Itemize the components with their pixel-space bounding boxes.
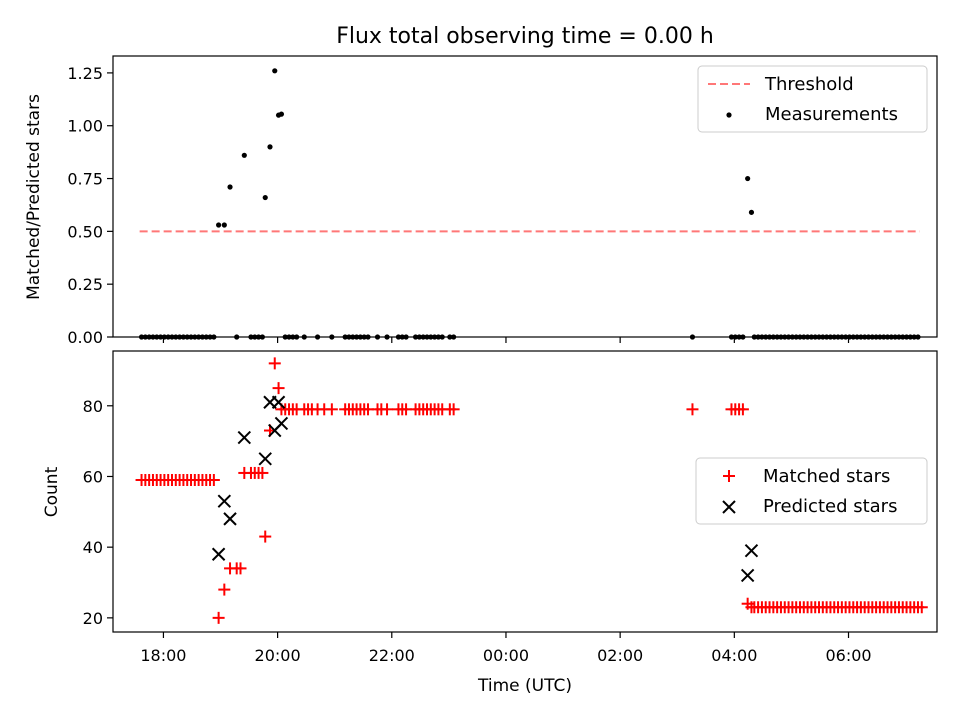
bottom-legend-frame	[695, 457, 928, 525]
x-tick-label: 18:00	[140, 646, 186, 665]
measurement-point	[241, 152, 247, 158]
predicted-star-point	[237, 430, 252, 445]
x-tick-label: 02:00	[597, 646, 643, 665]
x-tick-label: 06:00	[825, 646, 871, 665]
predicted-star-mark-b	[740, 568, 755, 583]
matched-stars-legend-swatch	[723, 470, 735, 482]
bottom-y-tick-label: 20	[83, 609, 103, 628]
matched-star-point	[218, 583, 231, 596]
bottom-y-ticks: 20 40 60 80	[83, 397, 113, 628]
top-y-tick-label: 0.25	[67, 275, 103, 294]
predicted-star-mark-b	[744, 543, 759, 558]
predicted-star-mark-b	[274, 416, 289, 431]
top-y-tick-label: 1.25	[67, 64, 103, 83]
predicted-star-point	[740, 568, 755, 583]
predicted-star-mark-b	[258, 452, 272, 466]
predicted-star-point	[274, 416, 289, 431]
measurement-point	[272, 68, 278, 74]
measurement-point	[262, 194, 268, 201]
bottom-y-axis-label: Count	[42, 466, 62, 517]
measurement-point	[267, 144, 273, 150]
top-y-tick-label: 0.75	[67, 170, 103, 189]
bottom-y-tick-label: 40	[83, 538, 103, 557]
x-tick-label: 00:00	[483, 646, 529, 665]
x-tick-label: 04:00	[711, 646, 757, 665]
measurements-legend-label: Measurements	[765, 104, 898, 125]
matched-star-point	[325, 403, 338, 416]
measurement-point	[278, 111, 285, 117]
top-axes-frame	[112, 55, 938, 338]
predicted-star-mark-b	[271, 395, 286, 409]
matched-star-point	[207, 474, 220, 487]
top-y-ticks: 0.00 0.25 0.50 0.75 1.00 1.25	[67, 64, 113, 347]
matched-star-point	[259, 530, 272, 543]
matched-star-point	[256, 466, 269, 479]
predicted-stars-legend-label: Predicted stars	[763, 496, 897, 517]
matched-star-point	[234, 562, 247, 575]
bottom-x-ticks: 18:00 20:00 22:00 00:00 02:00 04:00 06:00	[140, 632, 872, 665]
figure-title: Flux total observing time = 0.00 h	[336, 24, 714, 49]
matched-star-point	[212, 611, 225, 624]
top-plot-marks	[138, 68, 921, 340]
top-legend-frame	[697, 65, 928, 133]
top-y-tick-label: 0.50	[67, 222, 103, 241]
predicted-star-mark-b	[223, 512, 237, 526]
bottom-y-tick-label: 80	[83, 397, 103, 416]
top-y-axis-label: Matched/Predicted stars	[24, 94, 44, 300]
matched-stars-legend-label: Matched stars	[763, 466, 890, 487]
predicted-star-mark-b	[211, 547, 226, 561]
measurements-legend-swatch	[726, 112, 732, 118]
x-tick-label: 20:00	[255, 646, 301, 665]
measurement-point	[748, 209, 755, 215]
matched-star-point	[381, 403, 394, 416]
top-x-ticks	[162, 337, 850, 343]
x-tick-label: 22:00	[369, 646, 415, 665]
bottom-legend: Matched stars Predicted stars	[695, 457, 928, 525]
predicted-star-point	[217, 494, 232, 508]
matched-star-point	[447, 403, 460, 416]
measurement-point	[221, 222, 227, 228]
matched-star-point	[272, 382, 285, 395]
measurement-point	[745, 175, 751, 182]
matched-star-point	[268, 357, 281, 370]
bottom-axes-frame	[112, 350, 938, 633]
predicted-star-point	[258, 452, 272, 466]
predicted-star-point	[223, 512, 237, 526]
predicted-star-mark-b	[237, 430, 252, 445]
bottom-y-tick-label: 60	[83, 467, 103, 486]
bottom-plot-marks	[135, 357, 928, 624]
top-panel: 0.00 0.25 0.50 0.75 1.00 1.25 Matched/Predict…	[24, 55, 938, 347]
bottom-panel: 20 40 60 80 18:00 20:00 22:00 00:00 02:00 04:00 0…	[42, 350, 938, 696]
matched-star-point	[736, 403, 749, 416]
predicted-star-point	[744, 543, 759, 558]
predicted-star-mark-b	[217, 494, 232, 508]
x-axis-label: Time (UTC)	[477, 676, 572, 696]
matched-star-point	[915, 601, 928, 614]
matched-star-point	[686, 403, 699, 416]
top-y-tick-label: 0.00	[67, 328, 103, 347]
predicted-star-point	[211, 547, 226, 561]
top-y-tick-label: 1.00	[67, 117, 103, 136]
predicted-stars-legend-swatch	[722, 500, 736, 514]
predicted-star-point	[271, 395, 286, 409]
threshold-legend-label: Threshold	[764, 74, 854, 95]
top-legend: Threshold Measurements	[697, 65, 928, 133]
measurement-point	[227, 184, 233, 190]
measurement-point	[216, 222, 222, 228]
